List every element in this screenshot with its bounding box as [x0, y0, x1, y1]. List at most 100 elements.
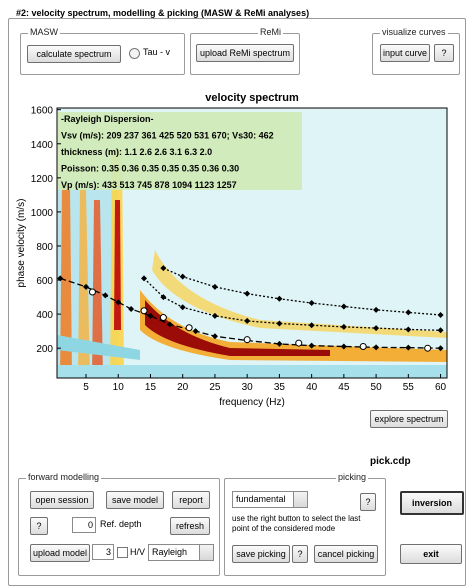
radio[interactable] — [129, 48, 140, 59]
button[interactable]: refresh — [170, 517, 210, 535]
pick-point — [140, 307, 148, 315]
y-tick-label: 600 — [36, 276, 53, 287]
y-tick-label: 1000 — [31, 208, 54, 219]
select[interactable]: Rayleigh — [148, 544, 214, 561]
curve-point — [437, 345, 444, 352]
x-axis-label: frequency (Hz) — [219, 397, 285, 408]
y-tick-label: 200 — [36, 344, 53, 355]
y-tick-label: 1400 — [31, 140, 54, 151]
pick-point — [159, 314, 167, 322]
info-line: -Rayleigh Dispersion- — [61, 114, 154, 124]
group-label: ReMi — [258, 27, 284, 37]
curve-point — [211, 283, 218, 290]
info-line: Poisson: 0.35 0.36 0.35 0.35 0.35 0.36 0… — [61, 164, 239, 174]
group-label: MASW — [28, 27, 60, 37]
button[interactable]: exit — [400, 544, 462, 564]
chart-title: velocity spectrum — [205, 92, 299, 104]
button[interactable]: input curve — [380, 44, 430, 62]
group-label: forward modelling — [26, 472, 102, 482]
curve-point — [179, 304, 186, 311]
curve-point — [128, 306, 135, 313]
x-tick-label: 50 — [371, 382, 383, 393]
curve-point — [160, 265, 167, 272]
curve-point — [160, 294, 167, 301]
button[interactable]: open session — [30, 491, 94, 509]
pick-point — [185, 324, 193, 332]
curve-point — [308, 342, 315, 349]
hint-text: use the right button to select the last … — [232, 514, 361, 533]
button[interactable]: explore spectrum — [370, 410, 448, 428]
y-tick-label: 800 — [36, 242, 53, 253]
pick-point — [295, 339, 303, 347]
info-line: Vp (m/s): 433 513 745 878 1094 1123 1257 — [61, 180, 237, 190]
info-line: Vsv (m/s): 209 237 361 425 520 531 670; … — [61, 131, 274, 141]
curve-point — [244, 290, 251, 297]
group-label: picking — [336, 472, 369, 482]
curve-point — [340, 343, 347, 350]
x-tick-label: 10 — [113, 382, 125, 393]
x-tick-label: 45 — [338, 382, 350, 393]
curve-point — [276, 340, 283, 347]
x-tick-label: 20 — [177, 382, 189, 393]
input[interactable]: 3 — [92, 544, 114, 560]
y-tick-label: 1600 — [31, 106, 54, 117]
curve-point — [276, 295, 283, 302]
pick-point — [424, 344, 432, 352]
curve-point — [373, 306, 380, 313]
checkbox[interactable] — [117, 547, 128, 558]
curve-point — [373, 325, 380, 332]
x-tick-label: 40 — [306, 382, 318, 393]
x-tick-label: 60 — [435, 382, 447, 393]
plot-frame — [56, 107, 448, 379]
curve-point — [192, 328, 199, 335]
curve-point — [211, 333, 218, 340]
info-box — [58, 112, 302, 190]
checkbox-label: H/V — [130, 547, 146, 557]
x-tick-label: 15 — [145, 382, 157, 393]
curve-point — [405, 309, 412, 316]
select[interactable]: fundamental — [232, 491, 308, 508]
info-line: thickness (m): 1.1 2.6 2.6 3.1 6.3 2.0 — [61, 147, 212, 157]
y-tick-label: 1200 — [31, 174, 54, 185]
button[interactable]: upload ReMi spectrum — [196, 44, 294, 62]
curve — [163, 267, 441, 316]
masw-group — [20, 33, 185, 75]
button[interactable]: save picking — [232, 545, 290, 563]
curve-point — [437, 327, 444, 334]
input[interactable]: 0 — [72, 517, 96, 533]
panel-title: #2: velocity spectrum, modelling & picki… — [14, 8, 312, 18]
pick-point — [359, 342, 367, 350]
button[interactable]: ? — [292, 545, 308, 563]
file-name: pick.cdp — [370, 456, 411, 467]
group-label: visualize curves — [380, 27, 448, 37]
curve-point — [141, 275, 148, 282]
pick-point — [88, 288, 96, 296]
button[interactable]: ? — [434, 44, 454, 62]
button[interactable]: save model — [106, 491, 164, 509]
button[interactable]: calculate spectrum — [27, 45, 121, 63]
curve-point — [340, 303, 347, 310]
button[interactable]: upload model — [30, 544, 90, 562]
pick-point — [243, 336, 251, 344]
curve-point — [57, 275, 64, 282]
button[interactable]: ? — [30, 517, 48, 535]
button[interactable]: inversion — [400, 491, 464, 515]
button[interactable]: report — [172, 491, 210, 509]
x-tick-label: 5 — [83, 382, 89, 393]
x-tick-label: 25 — [209, 382, 221, 393]
y-tick-label: 400 — [36, 310, 53, 321]
radio-label: Tau - v — [143, 47, 171, 57]
button[interactable]: ? — [360, 493, 376, 511]
input-label: Ref. depth — [100, 519, 142, 529]
x-tick-label: 55 — [403, 382, 415, 393]
curve-point — [405, 344, 412, 351]
curve-point — [166, 321, 173, 328]
curve-point — [308, 300, 315, 307]
remi-group — [190, 33, 300, 75]
curve-point — [244, 317, 251, 324]
curve-point — [83, 283, 90, 290]
curve-point — [308, 322, 315, 329]
curve-point — [115, 299, 122, 306]
button[interactable]: cancel picking — [314, 545, 378, 563]
